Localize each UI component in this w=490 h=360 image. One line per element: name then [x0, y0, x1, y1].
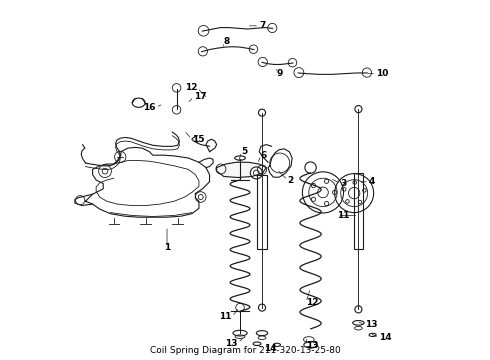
- Text: 17: 17: [194, 92, 206, 101]
- Text: 14: 14: [379, 333, 392, 342]
- Text: 10: 10: [376, 69, 389, 78]
- Text: 13: 13: [225, 338, 238, 347]
- Text: 8: 8: [224, 37, 230, 46]
- Text: 13: 13: [365, 320, 377, 329]
- Text: 12: 12: [185, 84, 197, 93]
- Text: 7: 7: [259, 21, 266, 30]
- Text: 3: 3: [341, 179, 347, 188]
- Text: 6: 6: [261, 151, 267, 160]
- Text: 15: 15: [192, 135, 204, 144]
- Text: 11: 11: [220, 312, 232, 321]
- Text: Coil Spring Diagram for 211-320-13-25-80: Coil Spring Diagram for 211-320-13-25-80: [149, 346, 341, 355]
- Bar: [354, 173, 363, 249]
- Text: 5: 5: [242, 147, 248, 156]
- Text: 11: 11: [337, 211, 350, 220]
- Text: 2: 2: [288, 176, 294, 185]
- Text: 9: 9: [277, 69, 283, 78]
- Text: 14: 14: [264, 344, 276, 353]
- Text: 1: 1: [164, 243, 170, 252]
- Text: 16: 16: [143, 103, 156, 112]
- Text: 12: 12: [306, 298, 318, 307]
- Text: 4: 4: [369, 177, 375, 186]
- Bar: [257, 175, 267, 249]
- Polygon shape: [217, 162, 266, 177]
- Text: 13: 13: [306, 341, 319, 350]
